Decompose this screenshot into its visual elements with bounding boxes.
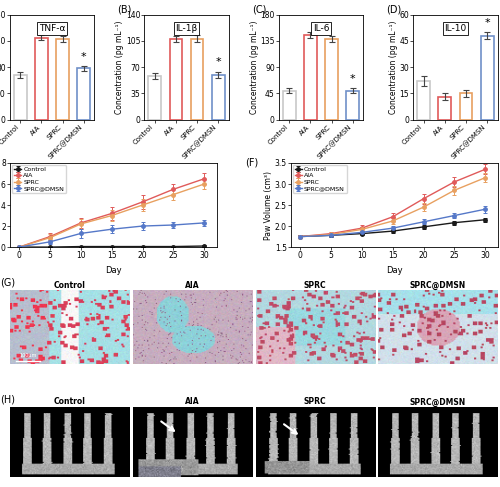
X-axis label: Day: Day <box>105 266 122 275</box>
Legend: Control, AIA, SPRC, SPRC@DMSN: Control, AIA, SPRC, SPRC@DMSN <box>293 165 347 193</box>
Bar <box>325 39 338 120</box>
Title: SPRC: SPRC <box>304 397 326 407</box>
Text: IL-10: IL-10 <box>444 24 466 33</box>
Title: Control: Control <box>54 281 86 290</box>
Title: SPRC@DMSN: SPRC@DMSN <box>410 281 466 290</box>
Bar <box>170 38 182 120</box>
Text: IL-6: IL-6 <box>312 24 329 33</box>
Text: (B): (B) <box>118 4 132 14</box>
Bar <box>283 91 296 120</box>
Text: (H): (H) <box>0 394 16 405</box>
Text: *: * <box>216 57 221 68</box>
Title: AIA: AIA <box>185 281 200 290</box>
Text: TNF-α: TNF-α <box>39 24 66 33</box>
Title: SPRC@DMSN: SPRC@DMSN <box>410 397 466 407</box>
Text: *: * <box>350 74 356 84</box>
Y-axis label: Concentration (pg mL⁻¹): Concentration (pg mL⁻¹) <box>389 20 398 114</box>
Bar <box>304 35 316 120</box>
Text: (C): (C) <box>252 4 266 14</box>
Title: AIA: AIA <box>185 397 200 407</box>
Title: SPRC: SPRC <box>304 281 326 290</box>
Text: *: * <box>81 52 86 62</box>
Bar <box>460 94 472 120</box>
Text: *: * <box>484 18 490 28</box>
X-axis label: Day: Day <box>386 266 402 275</box>
Bar <box>35 37 48 120</box>
Y-axis label: Concentration (pg mL⁻¹): Concentration (pg mL⁻¹) <box>250 20 259 114</box>
Bar <box>14 75 26 120</box>
Bar <box>56 39 69 120</box>
Text: 100μm: 100μm <box>19 353 36 357</box>
Title: Control: Control <box>54 397 86 407</box>
Bar <box>481 36 494 120</box>
Text: (F): (F) <box>246 157 258 167</box>
Y-axis label: Paw Volume (cm³): Paw Volume (cm³) <box>264 170 274 240</box>
Text: (G): (G) <box>0 277 16 287</box>
Bar <box>148 76 161 120</box>
Text: (D): (D) <box>386 4 402 14</box>
Bar <box>78 69 90 120</box>
Bar <box>212 75 224 120</box>
Y-axis label: Concentration (pg mL⁻¹): Concentration (pg mL⁻¹) <box>116 20 124 114</box>
Bar <box>418 81 430 120</box>
Bar <box>438 97 451 120</box>
Legend: Control, AIA, SPRC, SPRC@DMSN: Control, AIA, SPRC, SPRC@DMSN <box>12 165 66 193</box>
Bar <box>346 91 359 120</box>
Text: IL-1β: IL-1β <box>176 24 198 33</box>
Bar <box>191 38 203 120</box>
